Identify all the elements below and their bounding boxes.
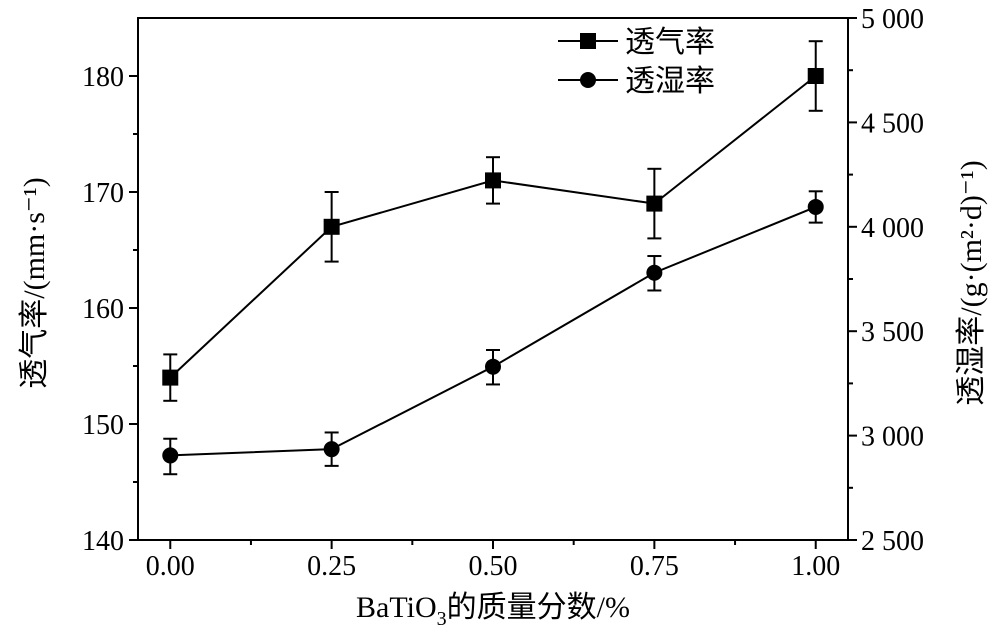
right-y-tick-label: 3 000 [861, 422, 924, 453]
legend: 透气率 透湿率 [558, 26, 715, 98]
left-y-tick-label: 180 [82, 62, 124, 93]
data-point-moisture-permeability [485, 358, 501, 375]
x-axis-label: BaTiO3的质量分数/% [356, 591, 630, 630]
data-point-air-permeability [485, 172, 501, 189]
left-y-axis-label: 透气率/(mm·s⁻¹) [18, 177, 51, 388]
data-point-air-permeability [807, 68, 824, 84]
left-y-tick-label: 160 [82, 294, 124, 325]
left-y-tick-label: 170 [82, 178, 124, 209]
x-axis-label-main: BaTiO [356, 591, 437, 624]
right-y-tick-label: 4 000 [861, 213, 924, 244]
data-point-moisture-permeability [323, 441, 340, 458]
data-point-air-permeability [323, 218, 340, 235]
legend-marker-square [580, 33, 596, 49]
right-y-tick-label: 5 000 [861, 4, 924, 35]
series-line-air-permeability [169, 75, 817, 379]
data-point-air-permeability [646, 195, 663, 212]
right-y-tick-label: 4 500 [861, 108, 924, 139]
left-y-tick-label: 140 [82, 526, 124, 557]
legend-marker-circle [580, 72, 596, 88]
x-axis-label-subscript: 3 [437, 608, 447, 630]
data-point-moisture-permeability [162, 447, 179, 464]
legend-label-air-permeability: 透气率 [625, 26, 715, 59]
x-tick-label: 0.25 [307, 551, 356, 582]
data-point-air-permeability [162, 369, 179, 386]
data-point-moisture-permeability [646, 264, 663, 281]
x-tick-label: 0.50 [469, 551, 518, 582]
x-tick-label: 1.00 [791, 551, 840, 582]
series-line-moisture-permeability [170, 206, 817, 457]
legend-item-moisture-permeability: 透湿率 [558, 65, 715, 98]
x-tick-label: 0.75 [630, 551, 679, 582]
x-axis-ticks: 0.00 0.25 0.50 0.75 1.00 [146, 540, 840, 582]
left-y-axis-ticks: 140 150 160 170 180 [82, 62, 138, 557]
series-layer [162, 40, 824, 476]
data-point-moisture-permeability [807, 198, 824, 215]
left-y-tick-label: 150 [82, 410, 124, 441]
x-tick-label: 0.00 [146, 551, 195, 582]
x-axis-label-suffix: 的质量分数/% [447, 591, 630, 624]
right-y-axis-ticks: 2 500 3 000 3 500 4 000 4 500 5 000 [848, 4, 924, 557]
legend-item-air-permeability: 透气率 [558, 26, 715, 59]
right-y-axis-label: 透湿率/(g·(m²·d)⁻¹) [955, 160, 988, 405]
right-y-tick-label: 3 500 [861, 317, 924, 348]
legend-label-moisture-permeability: 透湿率 [625, 65, 715, 98]
plot-frame [137, 17, 849, 541]
right-y-tick-label: 2 500 [861, 526, 924, 557]
